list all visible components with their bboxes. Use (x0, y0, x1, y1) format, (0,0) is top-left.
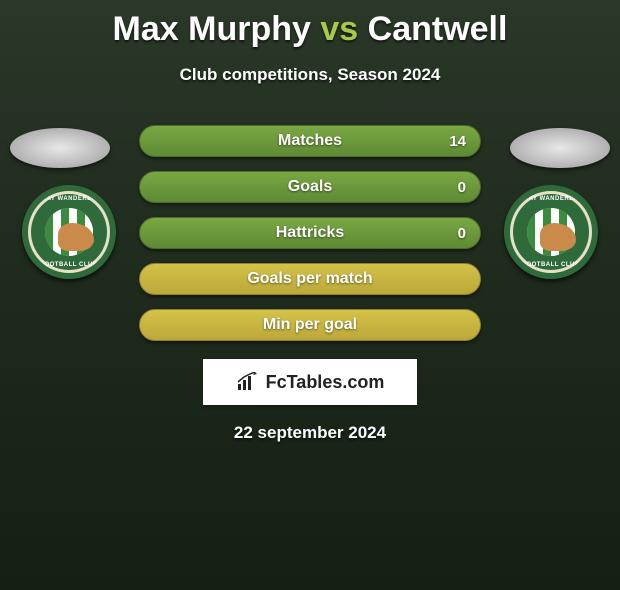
stat-right-value: 0 (458, 225, 466, 242)
stat-right-value: 14 (449, 133, 466, 150)
title-player1: Max Murphy (113, 10, 311, 48)
player2-club-crest: BRAY WANDERERS FOOTBALL CLUB (504, 185, 598, 279)
stat-label: Min per goal (263, 316, 357, 334)
title-player2: Cantwell (368, 10, 508, 48)
brand-badge[interactable]: FcTables.com (203, 359, 417, 405)
stat-row-min-per-goal: Min per goal (139, 309, 481, 341)
brand-text: FcTables.com (266, 372, 385, 393)
crest-text-bottom: FOOTBALL CLUB (510, 262, 592, 268)
stat-row-matches: Matches 14 (139, 125, 481, 157)
stat-row-goals: Goals 0 (139, 171, 481, 203)
stat-label: Goals (288, 178, 332, 196)
stat-right-value: 0 (458, 179, 466, 196)
crest-text-top: BRAY WANDERERS (28, 196, 110, 202)
subtitle: Club competitions, Season 2024 (0, 65, 620, 85)
stat-label: Matches (278, 132, 342, 150)
page-title: Max Murphy vs Cantwell (0, 10, 620, 49)
stat-row-hattricks: Hattricks 0 (139, 217, 481, 249)
crest-text-bottom: FOOTBALL CLUB (28, 262, 110, 268)
player1-avatar-placeholder (10, 128, 110, 168)
date-text: 22 september 2024 (0, 423, 620, 443)
chart-icon (236, 372, 260, 392)
title-vs: vs (320, 10, 358, 48)
stat-label: Goals per match (247, 270, 372, 288)
crest-text-top: BRAY WANDERERS (510, 196, 592, 202)
player1-club-crest: BRAY WANDERERS FOOTBALL CLUB (22, 185, 116, 279)
stat-label: Hattricks (276, 224, 344, 242)
player2-avatar-placeholder (510, 128, 610, 168)
stat-row-goals-per-match: Goals per match (139, 263, 481, 295)
